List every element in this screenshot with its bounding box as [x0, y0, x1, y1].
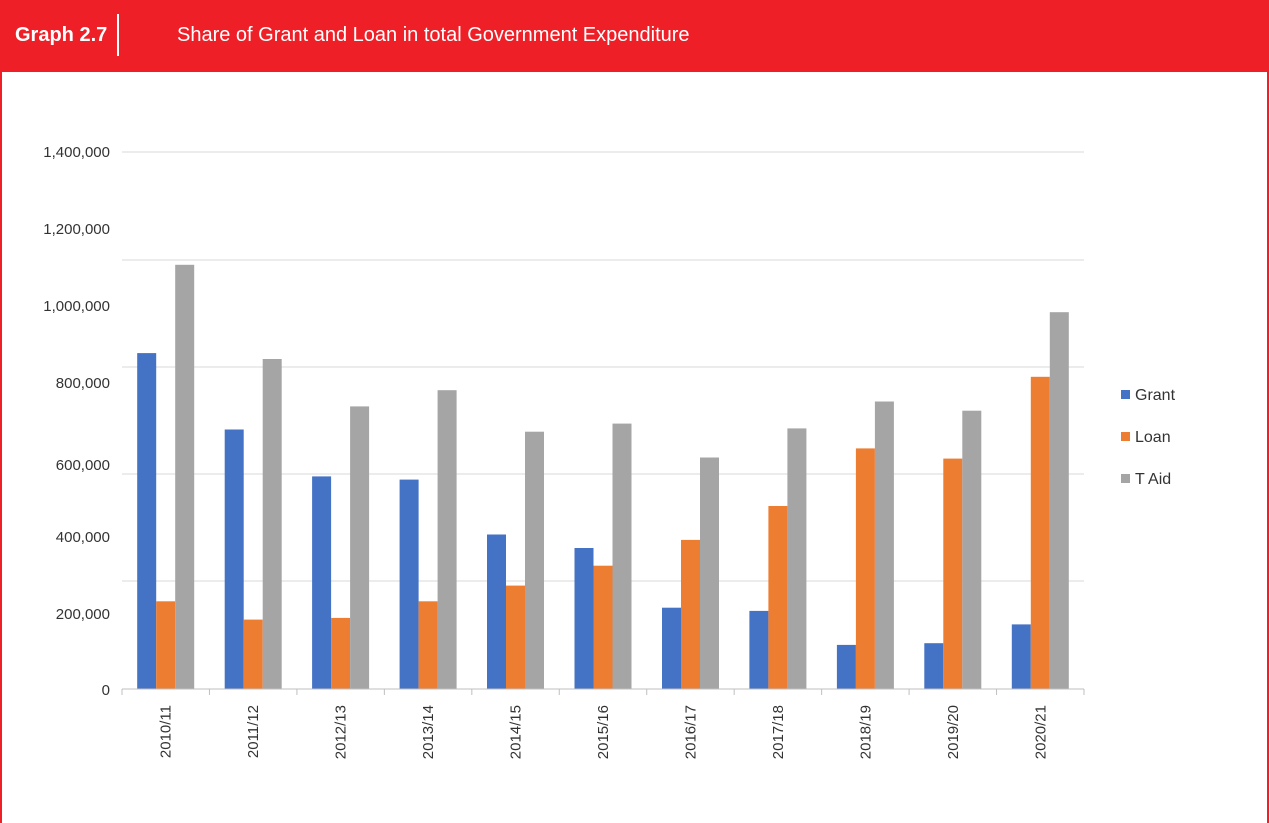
bar-grant	[487, 534, 506, 689]
bar-t-aid	[700, 457, 719, 689]
bar-t-aid	[874, 401, 894, 689]
x-axis-tick-labels: 2010/11 2011/12 2012/13 2013/14 2014/15 2015/…	[158, 705, 1050, 759]
bar-t-aid	[962, 410, 982, 689]
x-tick-label: 2015/16	[595, 705, 612, 759]
chart-header: Graph 2.7 Share of Grant and Loan in tot…	[0, 0, 1269, 72]
x-tick-label: 2018/19	[857, 705, 874, 759]
bar-t-aid	[787, 428, 807, 689]
bar-loan	[855, 448, 875, 689]
bar-loan	[331, 617, 351, 689]
legend-swatch	[1121, 390, 1130, 399]
bar-loan	[593, 565, 613, 689]
bar-grant	[836, 644, 856, 689]
y-axis-tick-labels: 0 200,000 400,000 800,000 1,000,000 1,200,000…	[43, 144, 110, 699]
graph-number: Graph 2.7	[15, 14, 120, 56]
x-tick-label: 2010/11	[158, 705, 175, 758]
x-tick-label: 2019/20	[945, 705, 962, 759]
bar-grant	[749, 610, 769, 689]
bar-t-aid	[525, 431, 544, 689]
bar-loan	[1030, 376, 1050, 689]
y-tick-label: 1,400,000	[43, 144, 110, 161]
y-tick-label: 200,000	[56, 606, 110, 623]
y-tick-label: 800,000	[56, 375, 110, 392]
y-tick-label: 1,000,000	[43, 298, 110, 315]
bar-grant	[312, 476, 332, 689]
y-tick-label: 0	[102, 682, 110, 699]
y-tick-label: 1,200,000	[43, 221, 110, 238]
bar-loan	[506, 585, 525, 689]
bar-loan	[681, 539, 700, 689]
bar-loan	[768, 506, 788, 689]
bar-t-aid	[437, 390, 457, 689]
bar-t-aid	[1049, 312, 1069, 689]
bar-grant	[137, 353, 157, 689]
bar-loan	[243, 619, 263, 689]
x-tick-label: 2014/15	[508, 705, 525, 759]
bar-grant	[399, 479, 419, 689]
legend-label: Loan	[1135, 429, 1171, 446]
bars	[137, 264, 1069, 689]
bar-grant	[1011, 624, 1031, 689]
bar-t-aid	[612, 423, 632, 689]
legend-label: Grant	[1135, 387, 1176, 404]
bar-grant	[224, 429, 244, 689]
y-tick-label: 400,000	[56, 529, 110, 546]
legend-label: T Aid	[1135, 471, 1171, 488]
bar-grant	[574, 548, 594, 689]
legend-swatch	[1121, 432, 1130, 441]
x-tick-label: 2012/13	[333, 705, 350, 759]
x-tick-label: 2011/12	[245, 705, 262, 758]
bar-loan	[156, 601, 176, 689]
bar-t-aid	[350, 406, 370, 689]
bar-loan	[943, 458, 963, 689]
legend-swatch	[1121, 474, 1130, 483]
x-axis	[121, 688, 1085, 695]
bar-t-aid	[175, 264, 195, 689]
y-tick-label: 600,000	[56, 457, 110, 474]
bar-loan	[418, 601, 438, 689]
chart-frame	[0, 72, 1269, 823]
bar-grant	[662, 607, 681, 689]
bar-grant	[924, 643, 944, 689]
chart-title: Share of Grant and Loan in total Governm…	[177, 23, 690, 46]
x-tick-label: 2017/18	[770, 705, 787, 759]
x-tick-label: 2020/21	[1032, 705, 1049, 759]
bar-t-aid	[262, 359, 282, 689]
x-tick-label: 2013/14	[420, 705, 437, 759]
legend: Grant Loan T Aid	[1121, 387, 1176, 488]
x-tick-label: 2016/17	[683, 705, 700, 759]
